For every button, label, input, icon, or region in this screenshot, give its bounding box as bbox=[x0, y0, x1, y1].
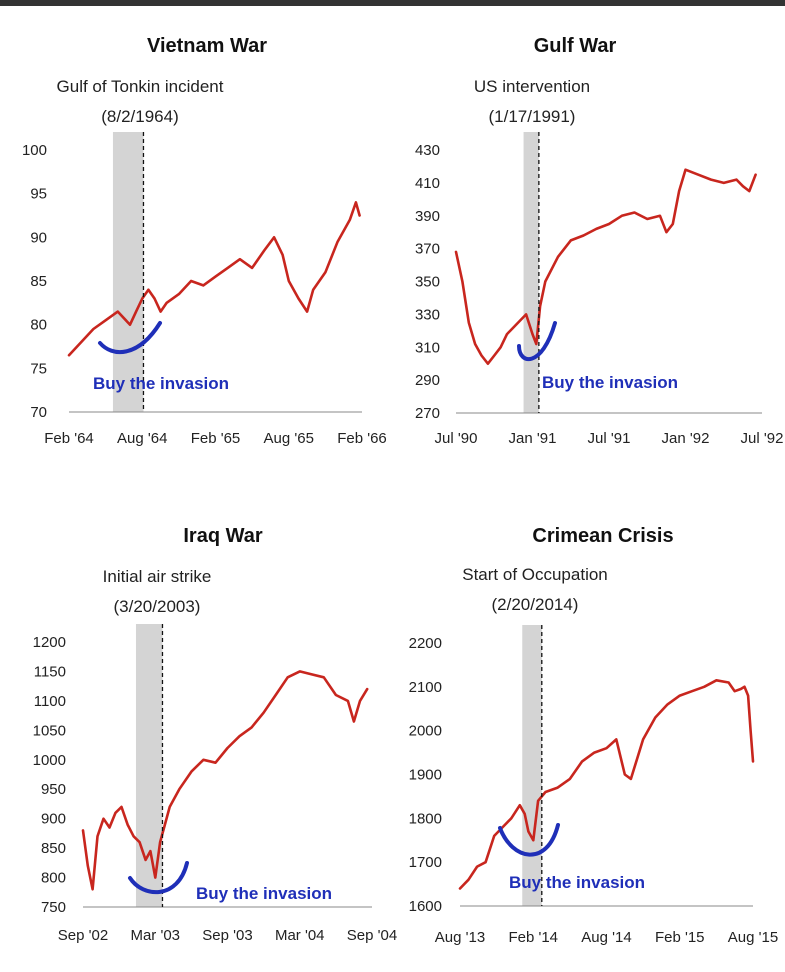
y-tick-label: 950 bbox=[41, 781, 66, 798]
dip-curve-annotation bbox=[498, 823, 560, 857]
x-tick-label: Feb '64 bbox=[44, 430, 94, 447]
dip-curve-annotation bbox=[98, 321, 162, 355]
x-tick-label: Aug '14 bbox=[581, 929, 631, 946]
event-window-band bbox=[112, 132, 144, 412]
event-window-band bbox=[523, 132, 539, 413]
y-tick-label: 850 bbox=[41, 840, 66, 857]
y-tick-label: 1100 bbox=[34, 693, 66, 710]
chart-title: Gulf War bbox=[534, 35, 617, 57]
x-tick-label: Feb '65 bbox=[191, 430, 241, 447]
event-label: Gulf of Tonkin incident bbox=[57, 77, 224, 96]
event-window-band bbox=[522, 625, 542, 906]
annotation-text: Buy the invasion bbox=[196, 884, 332, 903]
x-tick-label: Jul '91 bbox=[588, 430, 631, 447]
dip-curve-annotation bbox=[517, 321, 557, 362]
chart-title: Crimean Crisis bbox=[532, 525, 673, 547]
series-line bbox=[454, 168, 757, 366]
x-tick-label: Aug '64 bbox=[117, 430, 167, 447]
chart-title: Vietnam War bbox=[147, 35, 267, 57]
x-tick-label: Mar '04 bbox=[275, 927, 325, 944]
y-tick-label: 70 bbox=[30, 404, 47, 421]
y-tick-label: 1050 bbox=[33, 722, 66, 739]
x-tick-label: Jul '90 bbox=[435, 430, 478, 447]
y-tick-label: 1600 bbox=[409, 898, 442, 915]
y-tick-label: 1700 bbox=[409, 854, 442, 871]
y-tick-label: 2100 bbox=[409, 679, 442, 696]
y-tick-label: 350 bbox=[415, 274, 440, 291]
y-tick-label: 290 bbox=[415, 372, 440, 389]
event-label: Initial air strike bbox=[103, 567, 212, 586]
y-tick-label: 1150 bbox=[34, 663, 66, 680]
event-date: (2/20/2014) bbox=[492, 595, 579, 614]
x-tick-label: Feb '15 bbox=[655, 929, 705, 946]
annotation-text: Buy the invasion bbox=[93, 374, 229, 393]
y-tick-label: 370 bbox=[415, 241, 440, 258]
event-label: Start of Occupation bbox=[462, 565, 608, 584]
x-tick-label: Aug '15 bbox=[728, 929, 778, 946]
event-date: (8/2/1964) bbox=[101, 107, 179, 126]
y-tick-label: 410 bbox=[415, 175, 440, 192]
x-tick-label: Mar '03 bbox=[130, 927, 180, 944]
y-tick-label: 430 bbox=[415, 142, 440, 159]
x-tick-label: Jan '91 bbox=[509, 430, 557, 447]
x-tick-label: Jan '92 bbox=[662, 430, 710, 447]
annotation-text: Buy the invasion bbox=[542, 373, 678, 392]
event-window-band bbox=[135, 624, 163, 907]
chart-crimean-crisis: Crimean Crisis Start of Occupation (2/20/2… bbox=[409, 525, 779, 946]
y-tick-label: 390 bbox=[415, 208, 440, 225]
event-label: US intervention bbox=[474, 77, 590, 96]
event-date: (1/17/1991) bbox=[489, 107, 576, 126]
x-tick-label: Feb '14 bbox=[508, 929, 558, 946]
x-tick-label: Sep '02 bbox=[58, 927, 108, 944]
y-tick-label: 270 bbox=[415, 405, 440, 422]
annotation-text: Buy the invasion bbox=[509, 873, 645, 892]
x-tick-label: Sep '04 bbox=[347, 927, 397, 944]
x-tick-label: Feb '66 bbox=[337, 430, 387, 447]
dip-curve-annotation bbox=[128, 861, 189, 895]
y-tick-label: 2200 bbox=[409, 635, 442, 652]
series-line bbox=[81, 670, 369, 891]
y-tick-label: 2000 bbox=[409, 723, 442, 740]
y-tick-label: 100 bbox=[22, 142, 47, 159]
y-tick-label: 80 bbox=[30, 317, 47, 334]
y-tick-label: 95 bbox=[30, 186, 47, 203]
y-tick-label: 800 bbox=[41, 870, 66, 887]
x-tick-label: Sep '03 bbox=[202, 927, 252, 944]
y-tick-label: 85 bbox=[30, 273, 47, 290]
y-tick-label: 90 bbox=[30, 229, 47, 246]
y-tick-label: 1900 bbox=[409, 767, 442, 784]
series-line bbox=[458, 679, 755, 890]
y-tick-label: 1200 bbox=[33, 634, 66, 651]
y-tick-label: 330 bbox=[415, 306, 440, 323]
y-tick-label: 310 bbox=[415, 339, 440, 356]
chart-title: Iraq War bbox=[183, 525, 262, 547]
y-tick-label: 75 bbox=[30, 360, 47, 377]
y-tick-label: 1800 bbox=[409, 810, 442, 827]
top-bar bbox=[0, 0, 785, 6]
series-line bbox=[67, 201, 361, 357]
chart-iraq-war: Iraq War Initial air strike (3/20/2003) 750… bbox=[33, 525, 398, 944]
y-tick-label: 750 bbox=[41, 899, 66, 916]
x-tick-label: Aug '65 bbox=[264, 430, 314, 447]
y-tick-label: 1000 bbox=[33, 752, 66, 769]
chart-gulf-war: Gulf War US intervention (1/17/1991) 270 290… bbox=[415, 35, 784, 447]
chart-vietnam-war: Vietnam War Gulf of Tonkin incident (8/2/1… bbox=[22, 35, 387, 447]
event-date: (3/20/2003) bbox=[114, 597, 201, 616]
y-tick-label: 900 bbox=[41, 811, 66, 828]
x-tick-label: Aug '13 bbox=[435, 929, 485, 946]
x-tick-label: Jul '92 bbox=[741, 430, 784, 447]
